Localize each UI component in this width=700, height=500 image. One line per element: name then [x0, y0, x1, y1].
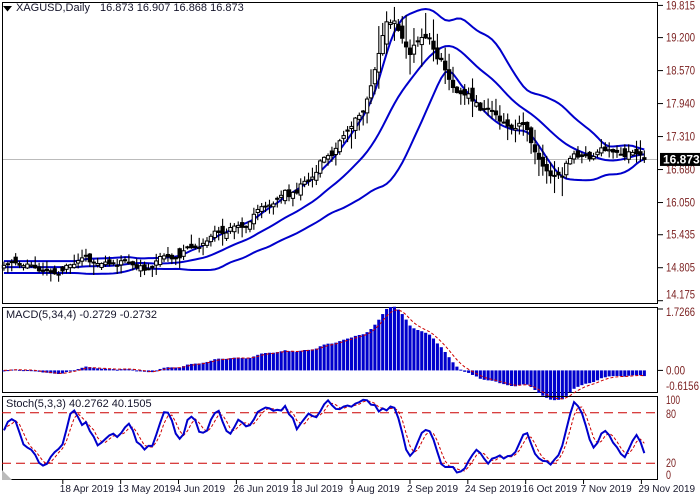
svg-text:0.00: 0.00: [666, 363, 685, 377]
svg-text:24 Sep 2019: 24 Sep 2019: [465, 484, 522, 495]
svg-text:14.805: 14.805: [666, 261, 695, 275]
svg-text:XAGUSD,Daily: XAGUSD,Daily: [16, 2, 90, 14]
svg-text:16.873: 16.873: [663, 152, 700, 166]
svg-text:4 Jun 2019: 4 Jun 2019: [176, 484, 226, 495]
svg-text:0: 0: [666, 468, 671, 482]
svg-text:18.570: 18.570: [666, 64, 695, 78]
svg-text:26 Jun 2019: 26 Jun 2019: [233, 484, 288, 495]
svg-text:19.200: 19.200: [666, 31, 695, 45]
svg-text:17.310: 17.310: [666, 130, 695, 144]
svg-text:Stoch(5,3,3) 40.2762 40.1505: Stoch(5,3,3) 40.2762 40.1505: [6, 398, 152, 410]
svg-text:16.050: 16.050: [666, 196, 695, 210]
svg-text:18 Apr 2019: 18 Apr 2019: [60, 484, 114, 495]
svg-text:1.7266: 1.7266: [666, 305, 695, 319]
svg-text:18 Jul 2019: 18 Jul 2019: [291, 484, 343, 495]
svg-text:29 Nov 2019: 29 Nov 2019: [638, 484, 695, 495]
svg-text:2 Sep 2019: 2 Sep 2019: [407, 484, 459, 495]
svg-text:17.940: 17.940: [666, 97, 695, 111]
svg-text:-0.6156: -0.6156: [666, 379, 699, 393]
svg-text:9 Aug 2019: 9 Aug 2019: [349, 484, 400, 495]
svg-text:15.435: 15.435: [666, 228, 695, 242]
svg-text:100: 100: [666, 393, 680, 407]
svg-text:80: 80: [666, 407, 676, 421]
svg-text:19.815: 19.815: [666, 0, 695, 12]
svg-text:7 Nov 2019: 7 Nov 2019: [581, 484, 633, 495]
svg-text:MACD(5,34,4) -0.2729 -0.2732: MACD(5,34,4) -0.2729 -0.2732: [6, 309, 157, 321]
svg-text:16 Oct 2019: 16 Oct 2019: [523, 484, 578, 495]
svg-text:16.873 16.907 16.868 16.873: 16.873 16.907 16.868 16.873: [100, 2, 244, 14]
svg-text:14.175: 14.175: [666, 288, 695, 302]
svg-text:13 May 2019: 13 May 2019: [118, 484, 176, 495]
